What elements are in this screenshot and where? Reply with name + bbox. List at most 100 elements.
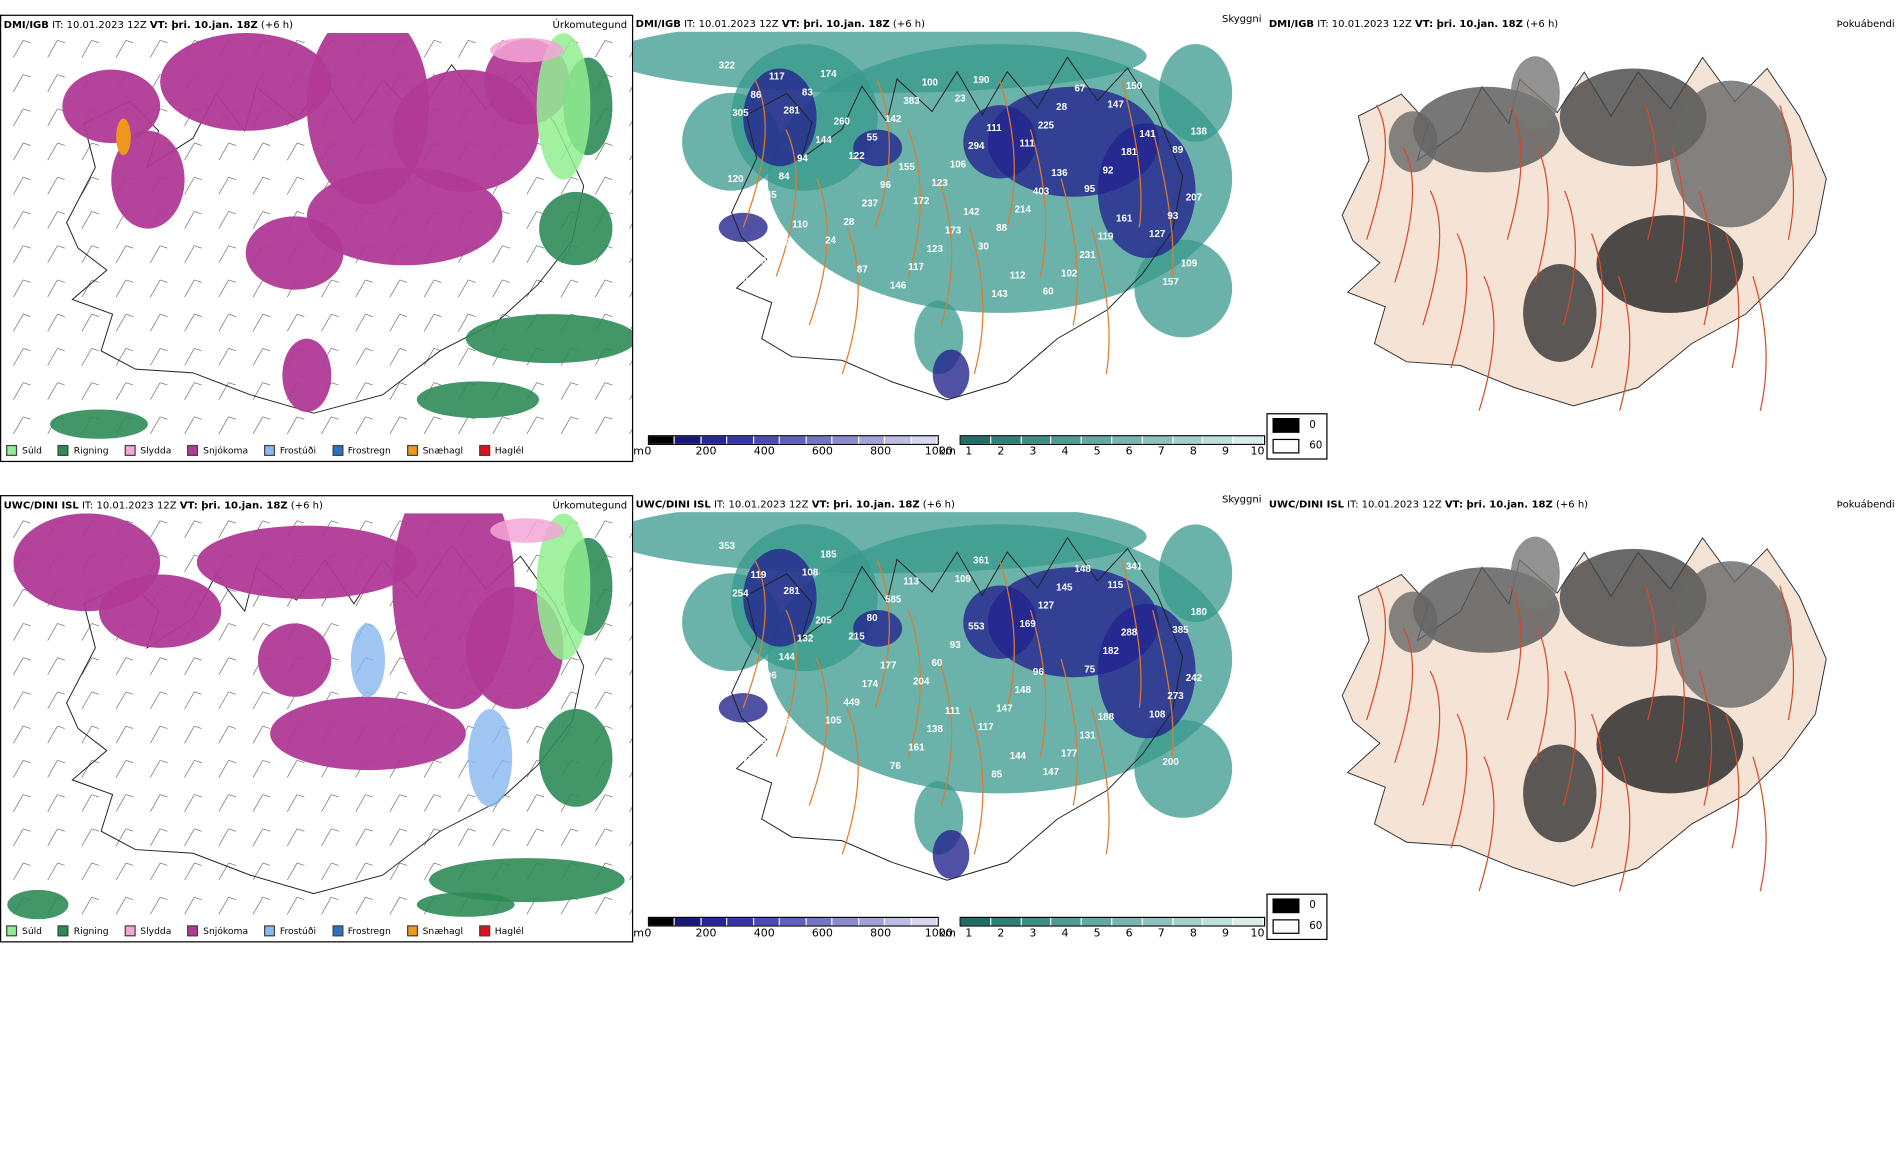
precip-type-panel-1: DMI/IGB IT: 10.01.2023 12Z VT: þri. 10.j… xyxy=(0,14,634,463)
legend-label: Súld xyxy=(22,444,43,456)
km-tick: 1 xyxy=(965,927,973,941)
visibility-label: 173 xyxy=(945,225,962,236)
panel-header: UWC/DINI ISL IT: 10.01.2023 12Z VT: þri.… xyxy=(4,496,627,513)
fog-map xyxy=(1341,56,1827,411)
visibility-label: 553 xyxy=(968,622,985,633)
visibility-label: 254 xyxy=(732,589,749,600)
km-tick: 2 xyxy=(997,927,1005,941)
model-name: UWC/DINI ISL xyxy=(635,497,711,510)
visibility-label: 141 xyxy=(1139,129,1156,140)
km-tick: 5 xyxy=(1093,927,1101,941)
m-tick: 1000 xyxy=(924,927,953,941)
visibility-label: 123 xyxy=(927,244,944,255)
visibility-label: 87 xyxy=(857,265,868,276)
panel-header: UWC/DINI ISL IT: 10.01.2023 12Z VT: þri.… xyxy=(635,493,1262,512)
visibility-label: 238 xyxy=(774,718,791,729)
legend-item: Rigning xyxy=(57,925,109,937)
visibility-label: 28 xyxy=(843,217,854,228)
legend-item: Súld xyxy=(6,925,43,937)
visibility-label: 322 xyxy=(719,60,736,71)
legend-label: Slydda xyxy=(140,444,172,456)
legend-swatch xyxy=(406,925,418,937)
visibility-label: 86 xyxy=(751,90,762,101)
legend-label: Súld xyxy=(22,925,43,937)
legend-swatch xyxy=(406,444,418,456)
visibility-label: 111 xyxy=(945,706,961,717)
km-tick: 3 xyxy=(1029,927,1037,941)
m-tick: 1000 xyxy=(924,446,953,459)
visibility-label: 127 xyxy=(1038,601,1054,612)
visibility-label: 305 xyxy=(732,108,749,119)
visibility-label: 207 xyxy=(1186,192,1202,203)
visibility-label: 24 xyxy=(825,235,836,246)
visibility-label: 105 xyxy=(825,716,842,727)
visibility-label: 89 xyxy=(1172,145,1183,156)
valid-time: VT: þri. 10.jan. 18Z xyxy=(811,497,920,510)
km-tick: 1 xyxy=(965,446,973,459)
visibility-label: 245 xyxy=(760,190,777,201)
panel-title: Úrkomutegund xyxy=(552,498,628,511)
m-tick: 200 xyxy=(695,446,717,459)
fog-panel-1: DMI/IGB IT: 10.01.2023 12Z VT: þri. 10.j… xyxy=(1266,15,1899,462)
visibility-label: 138 xyxy=(927,724,944,735)
visibility-label: 353 xyxy=(719,541,736,552)
visibility-label: 117 xyxy=(769,71,785,82)
km-tick: 6 xyxy=(1125,927,1133,941)
visibility-label: 145 xyxy=(1056,582,1073,593)
m-unit: m xyxy=(633,927,644,941)
km-tick: 10 xyxy=(1250,927,1265,941)
valid-time: VT: þri. 10.jan. 18Z xyxy=(149,18,258,31)
legend-label: Rigning xyxy=(73,444,109,456)
km-tick: 8 xyxy=(1189,446,1197,459)
m-tick: 600 xyxy=(811,446,833,459)
visibility-label: 169 xyxy=(1019,619,1036,630)
visibility-label: 93 xyxy=(1167,211,1178,222)
visibility-label: 111 xyxy=(1019,139,1035,150)
km-tick: 8 xyxy=(1189,927,1197,941)
init-time: IT: 10.01.2023 12Z xyxy=(52,18,147,31)
panel-header: DMI/IGB IT: 10.01.2023 12Z VT: þri. 10.j… xyxy=(1269,15,1895,32)
km-tick: 7 xyxy=(1157,446,1165,459)
valid-time: VT: þri. 10.jan. 18Z xyxy=(1444,497,1553,510)
legend-label: Haglél xyxy=(494,925,524,937)
visibility-label: 131 xyxy=(1079,730,1096,741)
visibility-label: 111 xyxy=(986,123,1002,134)
iceland-coastline xyxy=(731,56,1184,401)
visibility-label: 361 xyxy=(973,556,990,567)
m-tick: 600 xyxy=(811,927,833,941)
visibility-label: 76 xyxy=(890,761,901,772)
m-tick: 400 xyxy=(753,446,775,459)
visibility-label: 201 xyxy=(1144,543,1161,554)
precip-legend: Súld Rigning Slydda Snjókoma Frostúði Frostre… xyxy=(6,444,524,456)
legend-swatch xyxy=(331,925,343,937)
legend-item: Frostúði xyxy=(263,925,316,937)
visibility-label: 60 xyxy=(1043,287,1054,298)
valid-time: VT: þri. 10.jan. 18Z xyxy=(179,498,288,511)
visibility-m-colorbar: 0 200 400 600 800 1000 m xyxy=(633,435,953,462)
fog-label-60: 60 xyxy=(1309,919,1323,933)
visibility-label: 142 xyxy=(885,114,902,125)
fog-panel-2: UWC/DINI ISL IT: 10.01.2023 12Z VT: þri.… xyxy=(1266,495,1899,942)
visibility-label: 174 xyxy=(820,69,837,80)
fog-colorbox: 0 60 xyxy=(1266,413,1328,460)
km-unit: km xyxy=(938,446,956,459)
visibility-label: 242 xyxy=(1186,673,1203,684)
visibility-label: 177 xyxy=(737,755,753,766)
visibility-map: 322 281 122 172 30 60 147 89 245 24 146 23 111 95 127 7… xyxy=(633,31,1233,401)
panel-title: Skyggni xyxy=(1221,12,1262,25)
km-tick: 10 xyxy=(1250,446,1265,459)
visibility-label: 94 xyxy=(797,153,808,164)
visibility-label: 177 xyxy=(880,661,896,672)
visibility-label: 190 xyxy=(973,75,990,86)
visibility-label: 188 xyxy=(1098,712,1115,723)
visibility-label: 60 xyxy=(931,658,942,669)
legend-item: Snjókoma xyxy=(187,925,248,937)
legend-item: Slydda xyxy=(124,444,172,456)
visibility-label: 144 xyxy=(815,135,832,146)
lead-time: (+6 h) xyxy=(1555,497,1589,510)
panel-title: Úrkomutegund xyxy=(552,18,628,31)
visibility-label: 109 xyxy=(955,574,972,585)
visibility-label: 107 xyxy=(755,736,771,747)
visibility-label: 132 xyxy=(797,634,814,645)
visibility-label: 84 xyxy=(779,172,790,183)
